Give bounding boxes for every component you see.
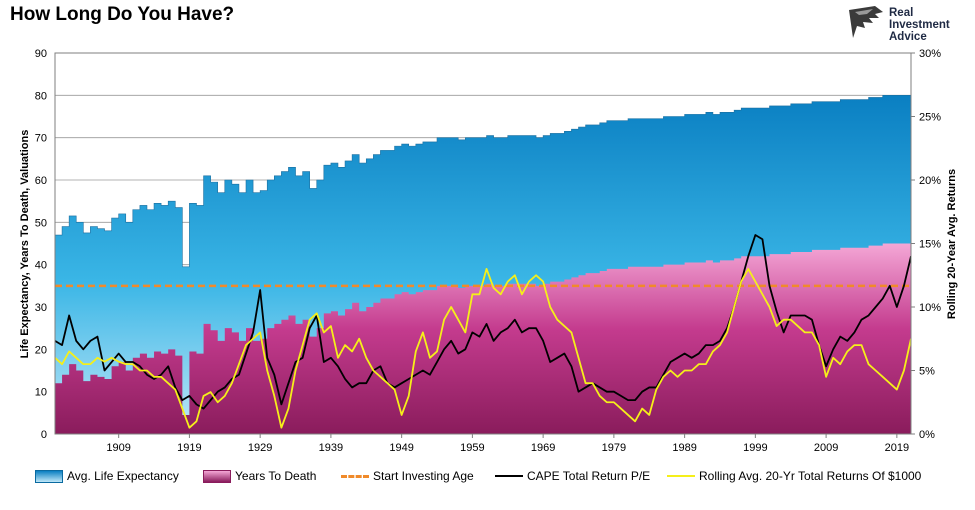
legend-item-rolling-returns: Rolling Avg. 20-Yr Total Returns Of $100… bbox=[667, 466, 921, 486]
y-left-tick-label: 60 bbox=[35, 175, 47, 187]
x-tick-label: 2019 bbox=[885, 442, 909, 454]
legend-item-start-investing-age: Start Investing Age bbox=[341, 466, 474, 486]
y-left-tick-label: 30 bbox=[35, 302, 47, 314]
legend: Avg. Life Expectancy Years To Death Star… bbox=[35, 466, 955, 486]
legend-swatch-cape bbox=[495, 475, 523, 477]
x-tick-label: 2009 bbox=[814, 442, 838, 454]
series-line-cape-total-return-p-e bbox=[55, 234, 911, 410]
chart-title: How Long Do You Have? bbox=[10, 4, 235, 25]
y-right-tick-label: 25% bbox=[919, 112, 941, 124]
y-right-tick-label: 20% bbox=[919, 175, 941, 187]
x-tick-label: 1909 bbox=[106, 442, 130, 454]
x-tick-label: 1919 bbox=[177, 442, 201, 454]
eagle-logo-icon bbox=[849, 6, 883, 38]
x-tick-label: 1999 bbox=[743, 442, 767, 454]
x-tick-label: 1959 bbox=[460, 442, 484, 454]
x-tick-label: 1939 bbox=[319, 442, 343, 454]
y-left-tick-label: 0 bbox=[41, 429, 47, 441]
brand-line-2: Investment bbox=[889, 19, 950, 31]
legend-swatch-life-expectancy bbox=[35, 469, 63, 483]
x-tick-label: 1929 bbox=[248, 442, 272, 454]
x-tick-label: 1989 bbox=[672, 442, 696, 454]
area-series bbox=[55, 95, 911, 434]
legend-item-years-to-death: Years To Death bbox=[203, 466, 316, 486]
y-left-tick-label: 20 bbox=[35, 344, 47, 356]
brand-line-1: Real bbox=[889, 7, 914, 19]
legend-label-rolling-returns: Rolling Avg. 20-Yr Total Returns Of $100… bbox=[699, 469, 922, 483]
y-right-tick-label: 0% bbox=[919, 429, 935, 441]
x-tick-label: 1979 bbox=[602, 442, 626, 454]
brand-line-3: Advice bbox=[889, 31, 927, 43]
y-left-tick-label: 80 bbox=[35, 90, 47, 102]
legend-swatch-years-to-death bbox=[203, 469, 231, 483]
series-area-years-to-death bbox=[55, 243, 911, 434]
y-left-tick-label: 10 bbox=[35, 387, 47, 399]
x-tick-label: 1969 bbox=[531, 442, 555, 454]
legend-swatch-start-investing-age bbox=[341, 474, 369, 478]
legend-label-start-investing-age: Start Investing Age bbox=[373, 469, 474, 483]
brand-logo: Real Investment Advice bbox=[845, 4, 970, 44]
legend-item-cape: CAPE Total Return P/E bbox=[495, 466, 650, 486]
legend-label-years-to-death: Years To Death bbox=[235, 469, 317, 483]
y-right-tick-label: 30% bbox=[919, 48, 941, 60]
brand-name: Real Investment Advice bbox=[889, 7, 950, 43]
y-left-tick-label: 70 bbox=[35, 133, 47, 145]
legend-label-life-expectancy: Avg. Life Expectancy bbox=[67, 469, 179, 483]
axes: 0 10 20 30 40 50 60 70 80 90 0% 5% 10% 15% 20% 25% 30% 19… bbox=[35, 48, 941, 454]
y-right-tick-label: 10% bbox=[919, 302, 941, 314]
legend-swatch-rolling-returns bbox=[667, 475, 695, 477]
legend-item-life-expectancy: Avg. Life Expectancy bbox=[35, 466, 179, 486]
y-axis-right-label: Rolling 20-Year Avg. Returns bbox=[946, 169, 958, 319]
x-tick-label: 1949 bbox=[389, 442, 413, 454]
y-left-tick-label: 90 bbox=[35, 48, 47, 60]
legend-label-cape: CAPE Total Return P/E bbox=[527, 469, 651, 483]
y-right-tick-label: 15% bbox=[919, 239, 941, 251]
y-left-tick-label: 40 bbox=[35, 260, 47, 272]
y-right-tick-label: 5% bbox=[919, 366, 935, 378]
y-left-tick-label: 50 bbox=[35, 217, 47, 229]
series-line-rolling-avg-20-yr-total-returns-of-1000 bbox=[55, 268, 911, 429]
y-axis-left-label: Life Expectancy, Years To Death, Valuati… bbox=[19, 130, 31, 359]
line-series bbox=[55, 234, 911, 429]
